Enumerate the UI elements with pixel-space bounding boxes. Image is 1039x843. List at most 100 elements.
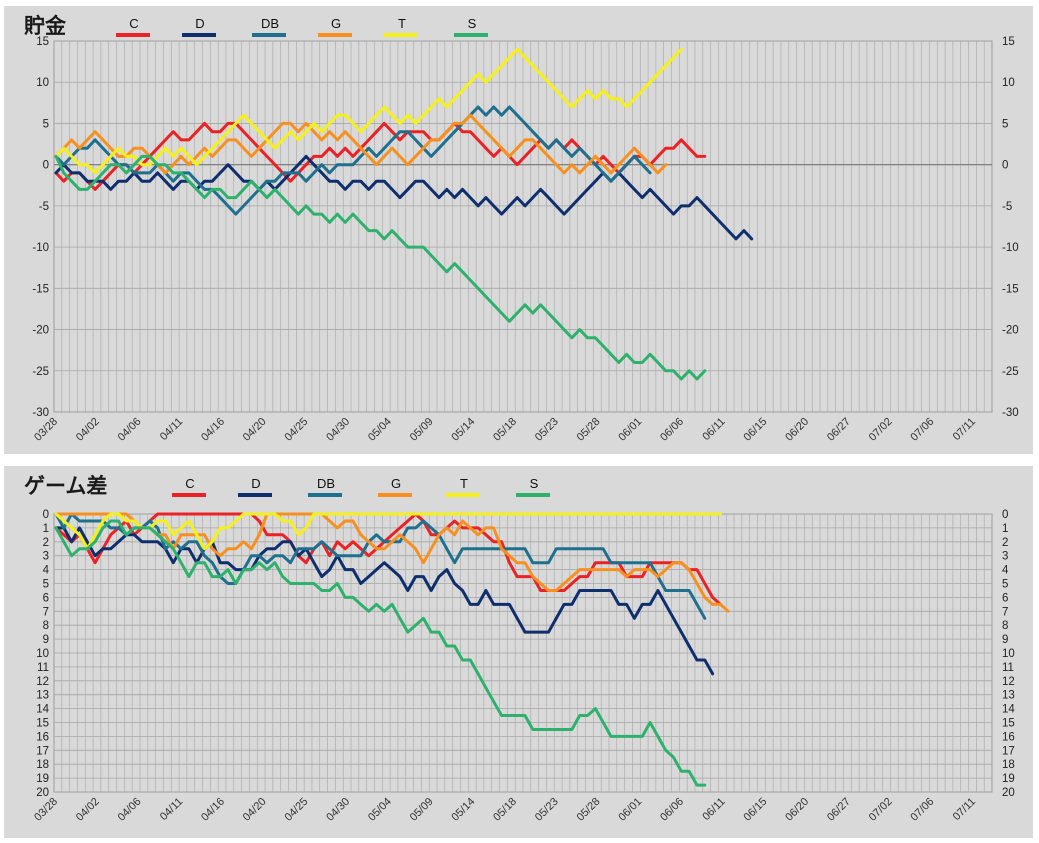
y-tick-label: 1 [43,523,49,535]
y-tick-label-right: 15 [1002,718,1015,730]
y-tick-label: 17 [36,745,49,757]
x-tick-label: 04/02 [74,416,102,444]
x-tick-label: 06/01 [616,416,644,444]
x-tick-label: 06/20 [783,796,811,824]
y-tick-label: 7 [43,606,49,618]
y-tick-label: 4 [43,565,50,577]
y-tick-label-right: -25 [1002,366,1019,378]
x-tick-label: 04/16 [199,416,227,444]
legend-label: G [390,476,402,491]
y-tick-label: -20 [32,325,49,337]
y-tick-label-right: 15 [1002,36,1015,48]
y-tick-label: 13 [36,690,49,702]
x-tick-label: 04/02 [74,796,102,824]
y-tick-label: 16 [36,731,49,743]
y-tick-label: -10 [32,242,49,254]
legend-swatch [252,33,286,37]
x-tick-label: 07/06 [908,796,936,824]
y-tick-label-right: 16 [1002,731,1015,743]
x-tick-label: 05/14 [449,796,477,824]
y-tick-label: 15 [36,718,49,730]
x-tick-label: 04/25 [283,796,311,824]
y-tick-label-right: 4 [1002,565,1009,577]
y-tick-label-right: 8 [1002,620,1008,632]
y-tick-label-right: 0 [1002,160,1008,172]
y-tick-label-right: 7 [1002,606,1008,618]
y-tick-label-right: 5 [1002,579,1008,591]
x-tick-label: 05/28 [575,796,603,824]
y-tick-label: 15 [36,36,49,48]
x-tick-label: 07/11 [951,416,978,443]
x-tick-label: 03/28 [32,416,60,444]
y-tick-label: -15 [32,283,49,295]
x-tick-label: 06/15 [742,796,770,824]
y-tick-label: -30 [32,407,49,419]
legend-swatch [172,493,206,497]
legend-label: T [398,16,406,31]
series-line-S [54,519,707,787]
y-tick-label-right: -15 [1002,283,1019,295]
chart-title: ゲーム差 [24,474,108,498]
x-tick-label: 06/06 [658,796,686,824]
x-tick-label: 05/09 [408,416,436,444]
y-tick-label-right: 6 [1002,592,1008,604]
y-tick-label-right: 14 [1002,704,1015,716]
chart-panel-games-behind: ゲーム差 C D DB G T S 0 1 2 3 4 5 6 7 8 9 10 11 12 13 14 15 16 17 1… [4,466,1033,838]
y-tick-label: 6 [43,592,49,604]
legend-swatch [516,493,550,497]
x-tick-label: 07/02 [867,416,895,444]
y-tick-label: 20 [36,787,49,799]
y-tick-label-right: -10 [1002,242,1019,254]
legend-swatch [238,493,272,497]
y-tick-label: 10 [36,648,49,660]
x-tick-label: 04/06 [116,416,144,444]
games-behind-chart: 0123456789101112131415161718192001234567… [32,509,1015,824]
y-tick-label: 3 [43,551,49,563]
x-tick-label: 04/20 [241,416,269,444]
x-tick-label: 06/15 [742,416,770,444]
y-tick-label-right: 19 [1002,773,1015,785]
legend-swatch [378,493,412,497]
x-tick-label: 05/18 [491,796,519,824]
x-tick-label: 04/30 [324,796,352,824]
x-tick-label: 05/04 [366,416,394,444]
legend-label: DB [316,476,336,491]
x-tick-label: 06/27 [825,796,853,824]
y-tick-label-right: 10 [1002,77,1015,89]
y-tick-label: 19 [36,773,49,785]
y-tick-label-right: -5 [1002,201,1012,213]
x-tick-label: 04/30 [324,416,352,444]
x-tick-label: 05/04 [366,796,394,824]
series-line-DB [54,512,707,620]
y-tick-label: 5 [43,118,49,130]
x-tick-label: 05/23 [533,796,561,824]
series-line-D [54,154,754,241]
legend-swatch [182,33,216,37]
y-tick-label: 18 [36,759,49,771]
x-tick-label: 07/06 [908,416,936,444]
y-tick-label-right: 9 [1002,634,1008,646]
x-tick-label: 05/18 [491,416,519,444]
legend-label: G [330,16,342,31]
y-tick-label: 14 [36,704,49,716]
x-tick-label: 05/23 [533,416,561,444]
legend-label: D [251,476,261,491]
y-tick-label-right: 13 [1002,690,1015,702]
x-tick-label: 05/09 [408,796,436,824]
y-tick-label-right: -20 [1002,325,1019,337]
y-tick-label-right: 5 [1002,118,1008,130]
y-tick-label: 8 [43,620,49,632]
legend-label: T [460,476,468,491]
y-tick-label: 2 [43,537,49,549]
y-tick-label-right: 0 [1002,509,1008,521]
legend-swatch [454,33,488,37]
x-tick-label: 04/06 [116,796,144,824]
legend-swatch [318,33,352,37]
x-tick-label: 04/20 [241,796,269,824]
series-line-T [54,512,722,551]
x-tick-label: 06/06 [658,416,686,444]
series-line-T [54,47,683,175]
x-tick-label: 06/11 [700,796,727,823]
x-tick-label: 06/27 [825,416,853,444]
x-tick-label: 07/11 [951,796,978,823]
